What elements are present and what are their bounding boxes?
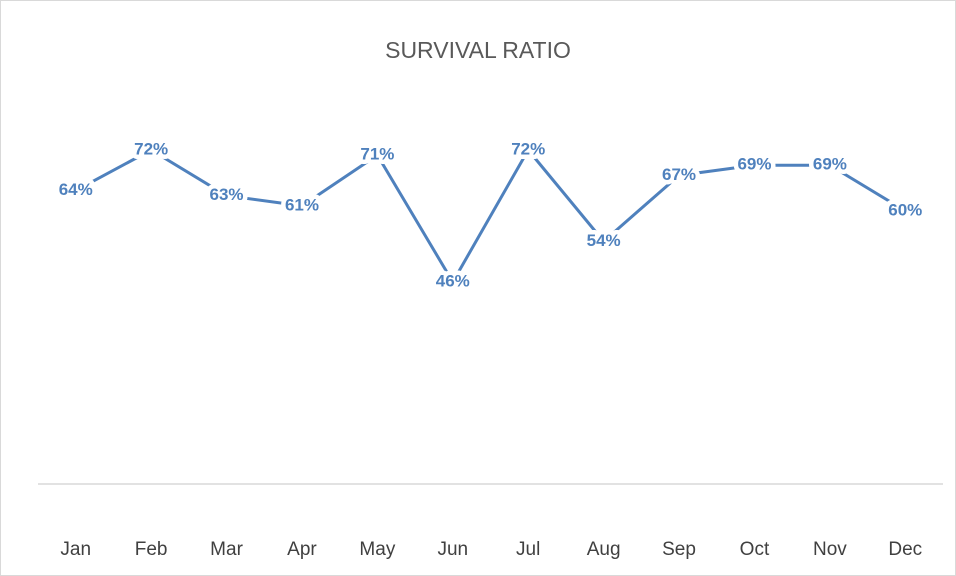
x-tick-label: Mar [210, 539, 243, 560]
data-label: 61% [285, 195, 319, 214]
x-tick-label: Apr [287, 539, 317, 560]
x-tick-label: May [359, 539, 395, 560]
data-label: 67% [662, 165, 696, 184]
x-tick-label: Dec [888, 539, 922, 560]
x-tick-label: Jan [60, 539, 91, 560]
x-tick-label: Aug [587, 539, 621, 560]
data-label: 46% [436, 271, 470, 290]
x-tick-label: Feb [135, 539, 168, 560]
chart-title: SURVIVAL RATIO [385, 37, 571, 63]
x-tick-label: Nov [813, 539, 847, 560]
data-label: 72% [134, 139, 168, 158]
line [74, 148, 907, 284]
data-label: 71% [360, 145, 394, 164]
data-label: 54% [587, 231, 621, 250]
x-tick-label: Jun [437, 539, 468, 560]
data-label: 63% [210, 185, 244, 204]
x-tick-label: Jul [516, 539, 540, 560]
data-label: 69% [737, 155, 771, 174]
data-label: 69% [813, 155, 847, 174]
data-label: 72% [511, 139, 545, 158]
data-label: 64% [59, 180, 93, 199]
data-label: 60% [888, 200, 922, 219]
x-tick-label: Oct [740, 539, 770, 560]
x-tick-label: Sep [662, 539, 696, 560]
